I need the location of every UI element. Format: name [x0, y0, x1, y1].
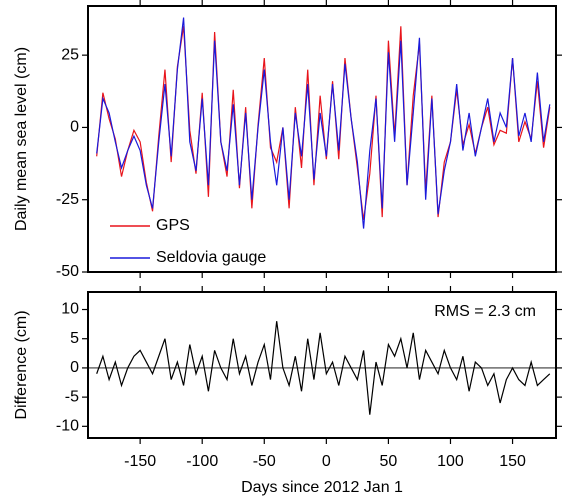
y-tick-label: 0: [70, 359, 79, 376]
y-tick-label: 0: [70, 119, 79, 136]
x-axis-title: Days since 2012 Jan 1: [241, 479, 403, 496]
annotation: RMS = 2.3 cm: [434, 303, 536, 320]
series-line: [96, 321, 551, 415]
y-tick-label: -50: [56, 263, 79, 280]
y-tick-label: 10: [61, 301, 79, 318]
x-tick-label: -50: [253, 453, 276, 470]
plot-frame: [87, 5, 557, 273]
y-tick-label: -25: [56, 191, 79, 208]
x-tick-label: -100: [186, 453, 218, 470]
x-tick-label: -150: [124, 453, 156, 470]
x-tick-label: 0: [322, 453, 331, 470]
x-tick-label: 100: [437, 453, 464, 470]
y-axis-title: Difference (cm): [13, 310, 30, 419]
y-tick-label: 25: [61, 46, 79, 63]
y-tick-label: -5: [65, 388, 79, 405]
x-tick-label: 50: [380, 453, 398, 470]
y-tick-label: -10: [56, 418, 79, 435]
series-line: [96, 17, 551, 229]
plot-frame: [87, 291, 557, 439]
y-axis-title: Daily mean sea level (cm): [13, 47, 30, 231]
y-tick-label: 5: [70, 330, 79, 347]
x-tick-label: 150: [499, 453, 526, 470]
legend-label: Seldovia gauge: [156, 249, 266, 266]
series-line: [96, 26, 551, 221]
legend-label: GPS: [156, 217, 190, 234]
